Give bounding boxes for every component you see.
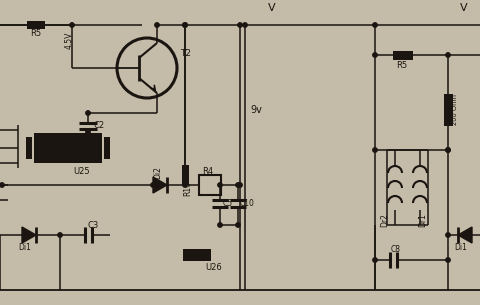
Text: U25: U25 [73, 167, 90, 175]
Circle shape [218, 183, 222, 187]
Circle shape [243, 23, 247, 27]
Text: 9v: 9v [250, 105, 262, 115]
Circle shape [238, 183, 242, 187]
Polygon shape [22, 227, 36, 243]
Circle shape [86, 111, 90, 115]
Bar [393, 51, 413, 59]
Circle shape [86, 130, 90, 134]
Text: Di2: Di2 [154, 167, 163, 179]
Text: Dr2: Dr2 [381, 213, 389, 227]
Circle shape [373, 258, 377, 262]
Polygon shape [458, 227, 472, 243]
Polygon shape [153, 177, 167, 193]
Bar [34, 133, 102, 163]
Circle shape [236, 223, 240, 227]
Text: U26: U26 [205, 263, 222, 271]
Circle shape [70, 23, 74, 27]
Circle shape [0, 183, 4, 187]
Text: V: V [268, 3, 276, 13]
Circle shape [183, 183, 187, 187]
Circle shape [151, 183, 155, 187]
Text: Di1: Di1 [18, 242, 31, 252]
Text: C2: C2 [93, 121, 104, 131]
Text: R5: R5 [30, 30, 41, 38]
Text: C8: C8 [391, 246, 401, 254]
Text: R10: R10 [183, 181, 192, 196]
Circle shape [446, 148, 450, 152]
Text: Dr1: Dr1 [419, 213, 428, 227]
Text: C3: C3 [87, 221, 98, 229]
Text: 4.5V: 4.5V [64, 31, 73, 49]
Circle shape [183, 23, 187, 27]
Bar [26, 137, 32, 159]
Circle shape [58, 233, 62, 237]
Circle shape [373, 23, 377, 27]
Bar [104, 137, 110, 159]
Circle shape [218, 223, 222, 227]
Bar [183, 249, 211, 261]
Text: Di1: Di1 [454, 242, 467, 252]
Text: 200 Ohm: 200 Ohm [452, 95, 458, 125]
Text: R5: R5 [396, 60, 407, 70]
Bar [199, 175, 221, 195]
Circle shape [446, 53, 450, 57]
Circle shape [446, 148, 450, 152]
Circle shape [238, 23, 242, 27]
Circle shape [373, 148, 377, 152]
Bar [27, 21, 45, 29]
Text: T2: T2 [180, 48, 191, 58]
Circle shape [446, 233, 450, 237]
Bar [181, 165, 189, 185]
Bar [444, 94, 453, 126]
Text: C5: C5 [223, 199, 233, 207]
Text: V: V [460, 3, 468, 13]
Circle shape [373, 53, 377, 57]
Circle shape [446, 258, 450, 262]
Text: C10: C10 [240, 199, 255, 207]
Circle shape [236, 183, 240, 187]
Circle shape [155, 23, 159, 27]
Circle shape [183, 23, 187, 27]
Text: R4: R4 [202, 167, 213, 177]
